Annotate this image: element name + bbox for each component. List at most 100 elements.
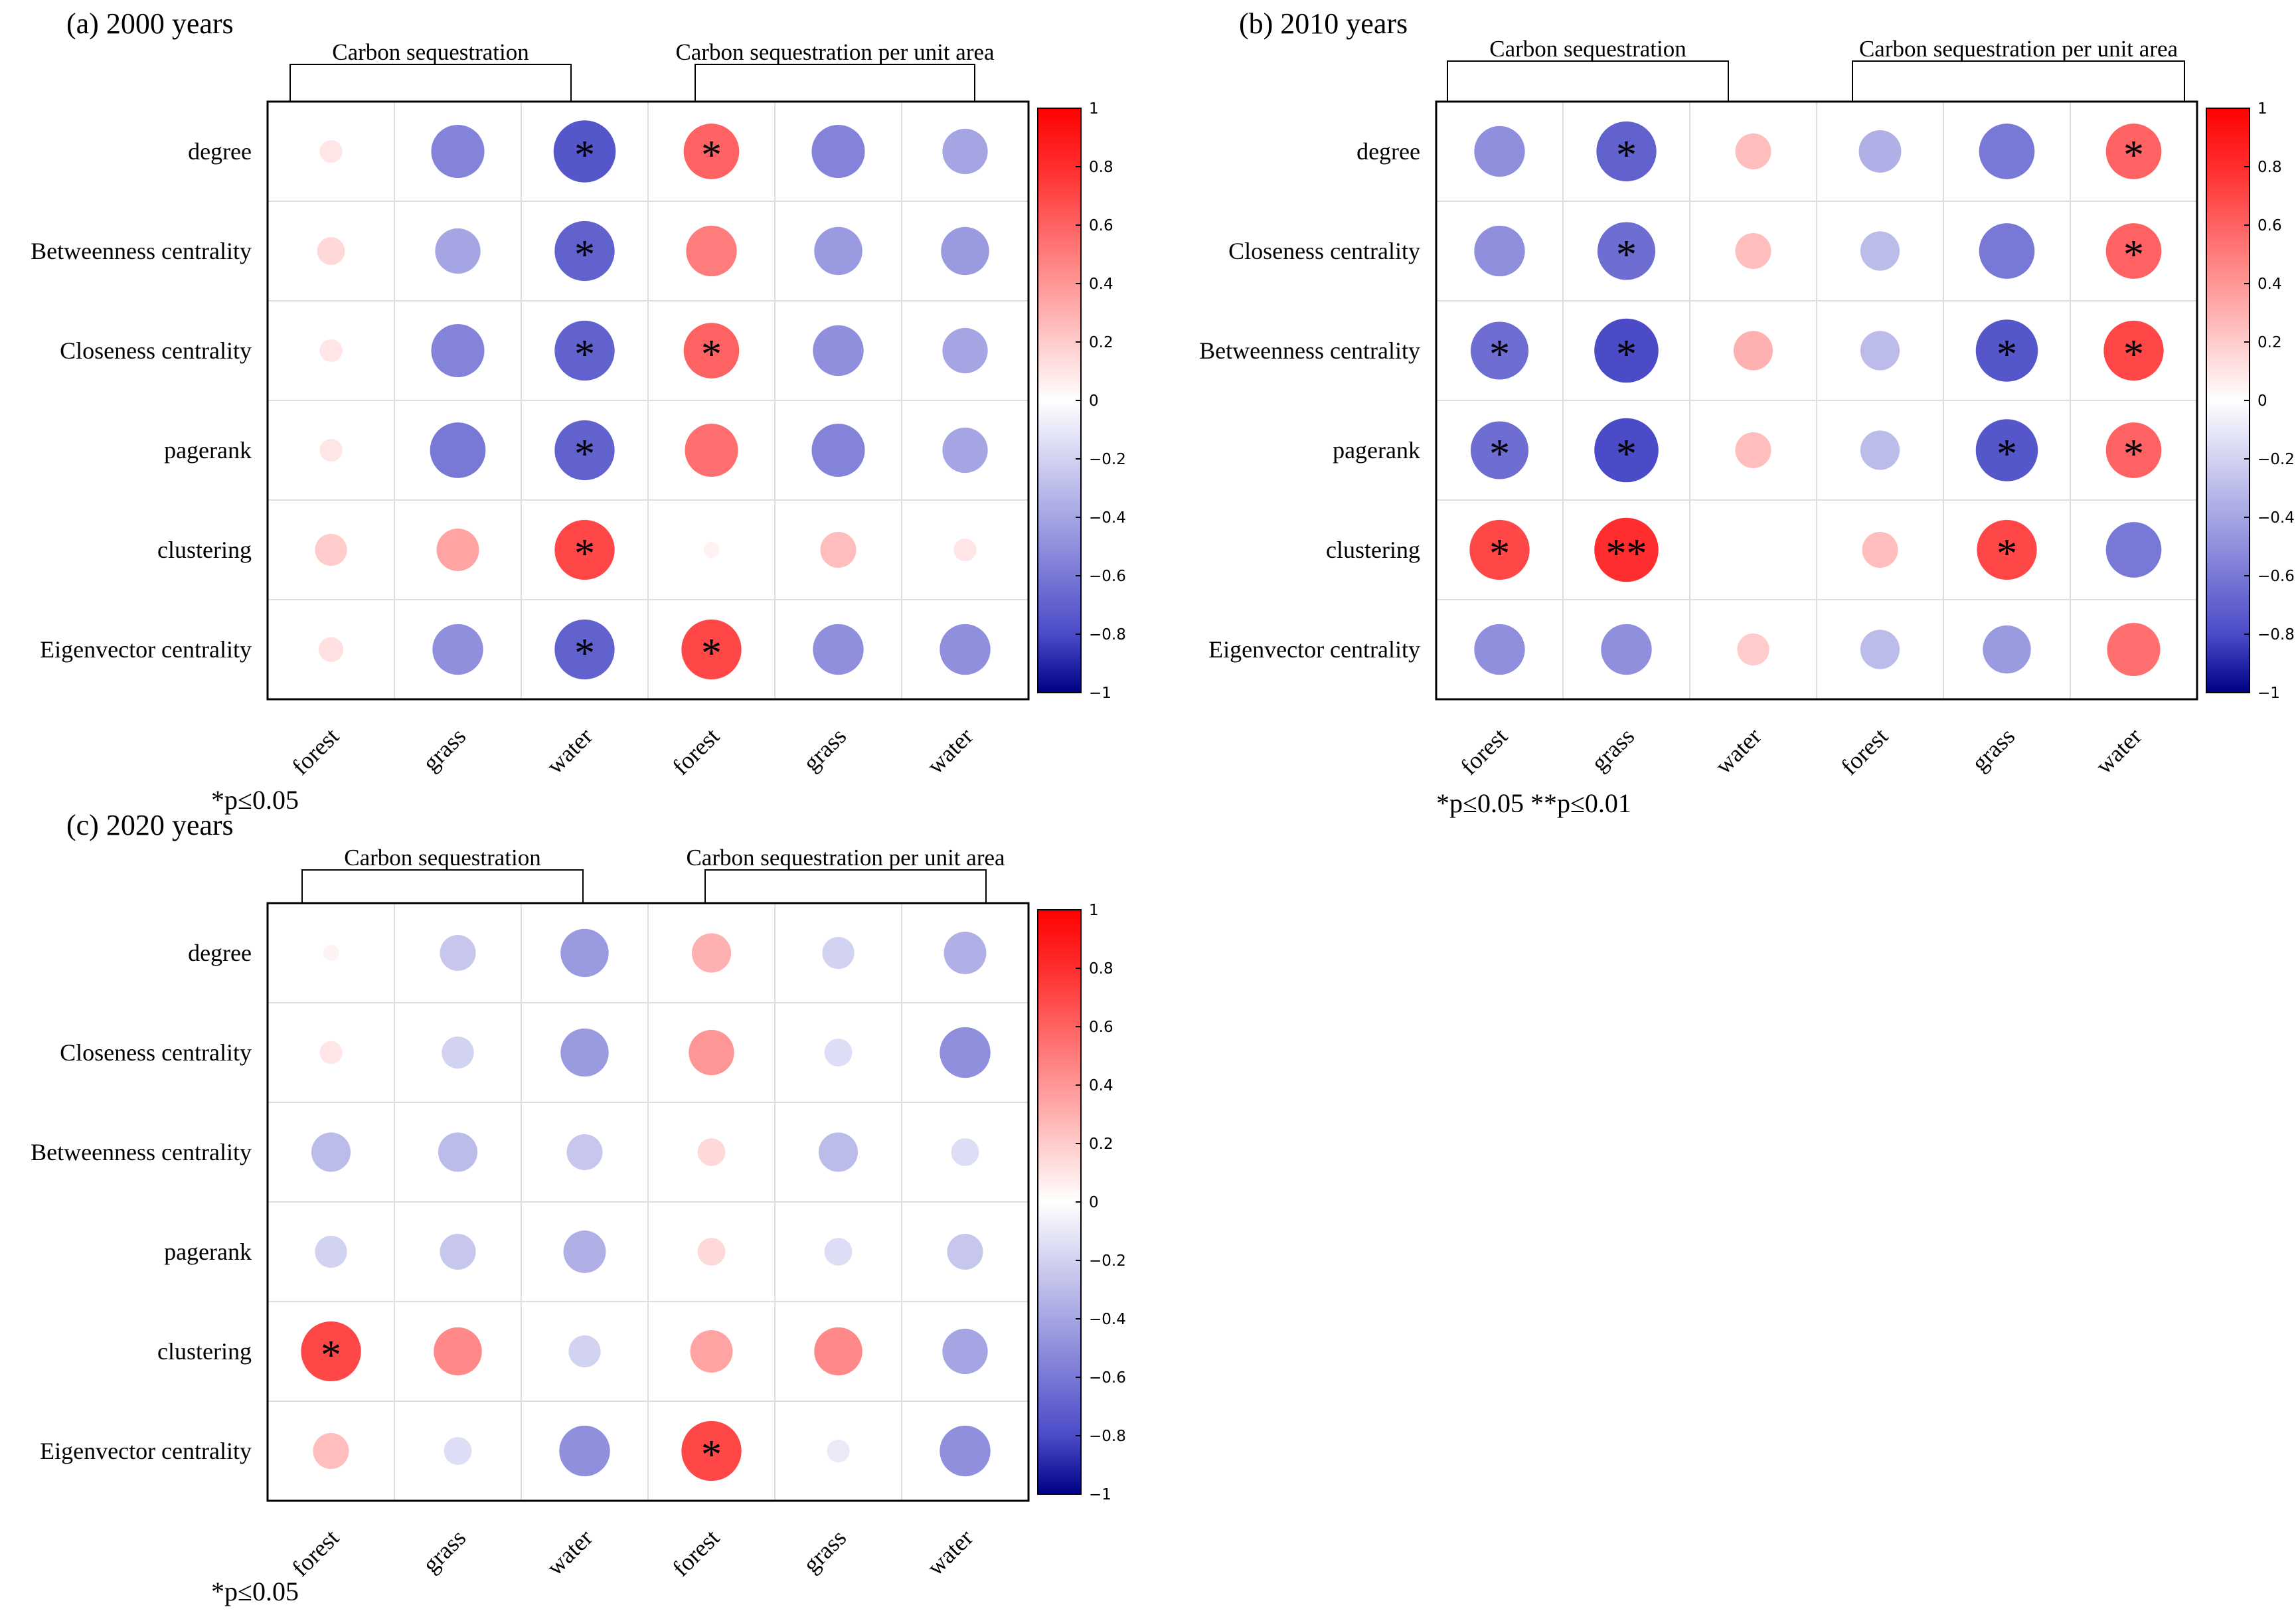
group-bracket — [704, 869, 987, 903]
correlation-circle — [1860, 331, 1900, 371]
correlation-circle — [431, 124, 485, 179]
colorbar — [1037, 108, 1082, 693]
correlation-circle — [444, 1437, 472, 1465]
colorbar-tick-label: −0.4 — [1089, 1311, 1126, 1328]
column-label: water — [541, 722, 598, 779]
correlation-circle — [814, 1327, 862, 1376]
correlation-circle — [440, 935, 476, 971]
column-label: water — [922, 722, 978, 779]
correlation-circle — [554, 619, 615, 680]
correlation-circle — [1596, 121, 1657, 182]
correlation-circle — [554, 519, 615, 580]
correlation-circle — [813, 325, 864, 377]
significance-legend: *p≤0.05 **p≤0.01 — [1436, 788, 1631, 818]
correlation-circle — [1594, 517, 1659, 582]
significance-mark: * — [701, 631, 722, 676]
correlation-circle — [1975, 319, 2038, 382]
correlation-circle — [559, 1425, 610, 1477]
row-label: Betweenness centrality — [31, 1139, 252, 1165]
panel-title: (a) 2000 years — [66, 7, 234, 40]
correlation-circle — [942, 128, 988, 175]
correlation-circle — [1735, 233, 1771, 269]
correlation-circle — [683, 323, 740, 379]
group-label: Carbon sequestration per unit area — [1859, 36, 2178, 62]
correlation-circle — [811, 124, 865, 179]
group-bracket — [695, 64, 975, 102]
significance-mark: * — [574, 432, 595, 477]
correlation-circle — [1975, 419, 2038, 481]
correlation-circle — [681, 1420, 742, 1482]
correlation-circle — [947, 1234, 983, 1270]
correlation-circle — [319, 1041, 343, 1064]
colorbar-tick-label: 0.6 — [1089, 1019, 1113, 1036]
colorbar-tick-label: −0.6 — [2257, 568, 2295, 585]
correlation-circle — [1470, 321, 1529, 380]
significance-mark: * — [574, 232, 595, 278]
colorbar-tick-label: 0.6 — [2257, 217, 2282, 234]
significance-mark: * — [1616, 232, 1637, 278]
column-label: grass — [418, 1524, 471, 1578]
significance-mark: * — [2123, 232, 2144, 278]
row-label: Closeness centrality — [60, 337, 252, 364]
significance-legend: *p≤0.05 — [211, 1576, 299, 1606]
correlation-circle — [941, 226, 989, 276]
correlation-circle — [440, 1234, 476, 1270]
significance-mark: * — [701, 133, 722, 178]
colorbar-tick-label: −0.4 — [2257, 509, 2295, 527]
colorbar-tick-label: 0.4 — [2257, 276, 2282, 293]
correlation-circle — [824, 1039, 853, 1066]
significance-mark: ** — [1606, 531, 1647, 576]
significance-legend: *p≤0.05 — [211, 785, 299, 815]
colorbar-tick-label: 0.8 — [1089, 159, 1113, 176]
significance-mark: * — [1489, 531, 1510, 576]
correlation-circle — [1858, 130, 1902, 173]
correlation-circle — [827, 1439, 850, 1463]
correlation-circle — [301, 1321, 361, 1382]
colorbar-tick-label: −0.8 — [2257, 626, 2295, 643]
correlation-circle — [1474, 126, 1525, 177]
column-label: grass — [798, 722, 852, 776]
colorbar-tick-label: −0.6 — [1089, 1369, 1126, 1387]
row-label: clustering — [1326, 537, 1420, 563]
colorbar-tick-label: 0.4 — [1089, 1077, 1113, 1094]
correlation-circle — [1860, 430, 1900, 470]
significance-mark: * — [1616, 133, 1637, 178]
significance-mark: * — [574, 133, 595, 178]
correlation-circle — [2105, 422, 2162, 478]
row-label: pagerank — [164, 1238, 252, 1265]
correlation-circle — [1594, 418, 1659, 483]
row-label: pagerank — [1333, 437, 1420, 464]
correlation-circle — [943, 932, 987, 974]
row-label: Eigenvector centrality — [40, 636, 252, 663]
correlation-circle — [2105, 223, 2162, 279]
correlation-circle — [2107, 622, 2161, 677]
column-label: forest — [287, 722, 344, 780]
row-label: Eigenvector centrality — [40, 1438, 252, 1464]
correlation-circle — [686, 225, 737, 277]
correlation-circle — [315, 533, 347, 566]
significance-mark: * — [2123, 133, 2144, 178]
correlation-circle — [1469, 519, 1530, 580]
correlation-circle — [1474, 225, 1525, 277]
correlation-circle — [317, 237, 345, 265]
correlation-circle — [683, 124, 740, 179]
row-label: degree — [188, 138, 252, 165]
correlation-circle — [814, 226, 862, 276]
colorbar — [2206, 108, 2250, 693]
correlation-circle — [1474, 624, 1525, 675]
colorbar-tick-label: 0.2 — [1089, 1136, 1113, 1153]
correlation-circle — [1862, 532, 1898, 568]
correlation-circle — [697, 1238, 726, 1266]
correlation-circle — [1860, 231, 1900, 271]
correlation-circle — [323, 944, 339, 962]
correlation-circle — [442, 1036, 474, 1069]
group-bracket — [1852, 60, 2185, 102]
correlation-circle — [1983, 625, 2031, 674]
correlation-circle — [438, 1132, 478, 1172]
correlation-circle — [940, 624, 991, 675]
correlation-circle — [940, 1425, 991, 1477]
colorbar-tick-label: −0.6 — [1089, 568, 1126, 585]
column-label: forest — [1455, 722, 1513, 780]
correlation-circle — [432, 624, 483, 675]
group-bracket — [301, 869, 584, 903]
